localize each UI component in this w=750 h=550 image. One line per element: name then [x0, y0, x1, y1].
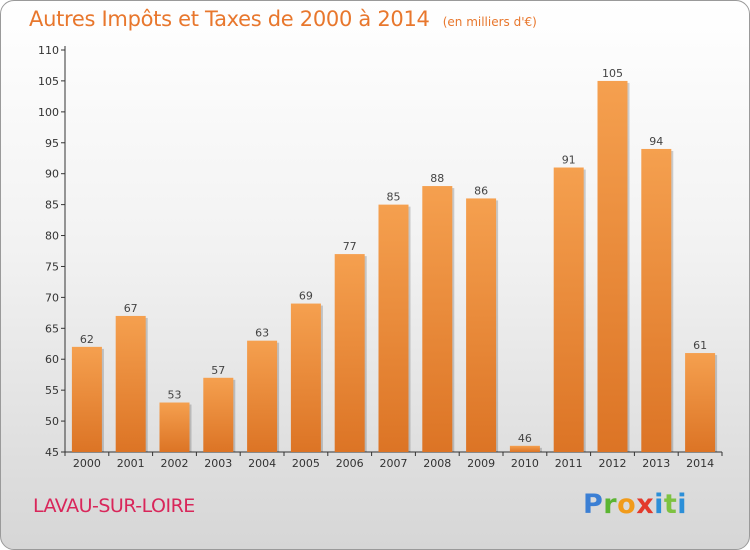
- logo-letter: i: [677, 489, 688, 520]
- bar: [71, 346, 102, 452]
- data-label: 69: [299, 290, 313, 303]
- bar: [641, 148, 672, 452]
- x-tick-label: 2014: [686, 457, 714, 470]
- x-tick-label: 2009: [467, 457, 495, 470]
- data-label: 85: [387, 191, 401, 204]
- data-label: 77: [343, 240, 357, 253]
- data-label: 88: [430, 172, 444, 185]
- x-tick-label: 2005: [292, 457, 320, 470]
- y-tick-label: 95: [45, 137, 59, 150]
- data-label: 94: [649, 135, 663, 148]
- y-tick-label: 110: [38, 44, 59, 57]
- bar: [334, 254, 365, 452]
- logo-letter: r: [603, 489, 618, 520]
- chart-subtitle: (en milliers d'€): [442, 15, 537, 29]
- chart-title-area: Autres Impôts et Taxes de 2000 à 2014 (e…: [29, 7, 537, 31]
- x-tick-label: 2006: [336, 457, 364, 470]
- chart-title: Autres Impôts et Taxes de 2000 à 2014: [29, 7, 430, 31]
- bar: [553, 167, 584, 452]
- value-labels: 62 67 53 57 63 69 77 85 88 86 46 91 105 94 61: [80, 67, 707, 445]
- y-tick-label: 90: [45, 168, 59, 181]
- data-label: 57: [211, 364, 225, 377]
- logo-letter: t: [663, 489, 678, 520]
- x-tick-label: 2004: [248, 457, 276, 470]
- bar: [378, 204, 409, 452]
- logo-letter: P: [583, 489, 604, 520]
- bars: [71, 80, 718, 453]
- y-tick-label: 80: [45, 230, 59, 243]
- y-tick-label: 55: [45, 384, 59, 397]
- x-tick-label: 2008: [423, 457, 451, 470]
- bar: [509, 445, 540, 452]
- x-tick-label: 2002: [161, 457, 189, 470]
- data-label: 86: [474, 184, 488, 197]
- y-tick-label: 45: [45, 446, 59, 459]
- y-tick-label: 60: [45, 353, 59, 366]
- data-label: 91: [562, 154, 576, 167]
- commune-name: LAVAU-SUR-LOIRE: [33, 495, 195, 517]
- y-tick-label: 105: [38, 75, 59, 88]
- x-tick-label: 2007: [380, 457, 408, 470]
- bar: [159, 402, 190, 452]
- x-tick-label: 2011: [555, 457, 583, 470]
- logo-letter: i: [654, 489, 664, 520]
- proxiti-logo[interactable]: Proxiti: [583, 489, 687, 520]
- y-tick-label: 65: [45, 322, 59, 335]
- logo-letter: o: [617, 489, 637, 520]
- bar: [685, 353, 716, 452]
- bar: [466, 198, 497, 452]
- y-tick-label: 85: [45, 199, 59, 212]
- y-tick-label: 100: [38, 106, 59, 119]
- bar: [290, 303, 321, 452]
- x-tick-label: 2013: [642, 457, 670, 470]
- x-tick-label: 2001: [117, 457, 145, 470]
- bar: [203, 377, 234, 452]
- data-label: 46: [518, 432, 532, 445]
- y-tick-label: 75: [45, 260, 59, 273]
- axes: 45 50 55 60 65 70 75 80 85 90 95 100 105 110 2000 2001 2…: [38, 44, 723, 470]
- y-tick-label: 50: [45, 415, 59, 428]
- data-label: 63: [255, 327, 269, 340]
- x-tick-label: 2010: [511, 457, 539, 470]
- x-tick-label: 2000: [73, 457, 101, 470]
- bar: [247, 340, 278, 452]
- data-label: 62: [80, 333, 94, 346]
- x-tick-label: 2003: [204, 457, 232, 470]
- data-label: 53: [168, 389, 182, 402]
- data-label: 67: [124, 302, 138, 315]
- bar: [597, 80, 628, 452]
- x-tick-label: 2012: [599, 457, 627, 470]
- bar: [422, 186, 453, 453]
- data-label: 105: [602, 67, 623, 80]
- y-tick-label: 70: [45, 291, 59, 304]
- bar: [115, 315, 146, 452]
- logo-letter: x: [636, 489, 655, 520]
- data-label: 61: [693, 339, 707, 352]
